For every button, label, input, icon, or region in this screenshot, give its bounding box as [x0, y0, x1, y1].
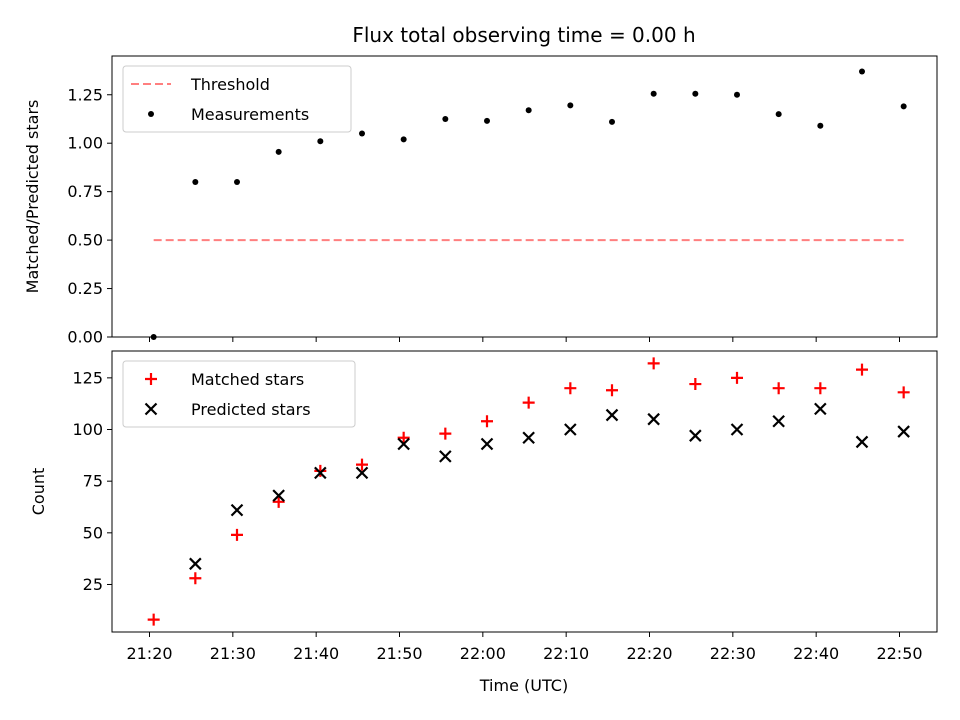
predicted-stars-point [605, 408, 619, 422]
measurements-point [442, 115, 449, 122]
measurements-point [567, 102, 574, 109]
top-panel-ratio-plot: 0.00 0.25 0.50 0.75 1.00 1.25 Matched/Predicte… [23, 55, 938, 347]
measurements-point [234, 178, 240, 185]
matched-stars-point [231, 528, 243, 541]
matched-stars-point [481, 415, 493, 428]
predicted-stars-point [689, 429, 702, 442]
measurements-point [734, 91, 740, 98]
matched-stars-point [397, 431, 410, 444]
predicted-stars-point [397, 437, 410, 451]
predicted-stars-point [314, 466, 327, 480]
measurements-point [525, 107, 532, 114]
measurements-point [484, 117, 490, 124]
predicted-stars-point [647, 412, 660, 426]
predicted-stars-point [897, 425, 910, 438]
y-axis-label: Matched/Predicted stars [23, 100, 42, 294]
predicted-stars-point [855, 435, 869, 449]
matched-stars-point [689, 378, 702, 391]
measurements-point [192, 178, 199, 185]
legend-marker-swatch [148, 111, 154, 117]
measurements-point [359, 130, 365, 137]
matched-stars-point [814, 382, 827, 395]
x-tick-label: 22:10 [543, 644, 589, 663]
predicted-stars-point [272, 489, 285, 502]
x-tick-label: 22:50 [876, 644, 922, 663]
y-tick-label: 0.25 [67, 279, 103, 298]
x-tick-label: 21:50 [376, 644, 422, 663]
y-tick-label: 0.75 [67, 182, 103, 201]
x-tick-label: 22:40 [793, 644, 839, 663]
chart-title: Flux total observing time = 0.00 h [352, 23, 695, 47]
predicted-stars-point [439, 450, 452, 463]
matched-stars-point [189, 572, 202, 585]
measurements-point [400, 136, 407, 143]
matched-stars-point [272, 495, 285, 508]
predicted-stars-point [230, 503, 244, 517]
measurements-point [650, 90, 657, 97]
y-tick-label: 0.50 [67, 231, 103, 250]
legend-marker-swatch [144, 402, 158, 416]
x-tick-label: 21:40 [293, 644, 339, 663]
x-tick-label: 21:20 [126, 644, 172, 663]
measurements-point [775, 111, 782, 118]
legend-label: Threshold [190, 75, 270, 94]
legend-label: Matched stars [191, 370, 304, 389]
matched-stars-point [647, 357, 660, 370]
measurements-point [859, 68, 865, 75]
predicted-stars-point [522, 431, 535, 445]
legend-box [122, 360, 356, 428]
legend-marker-swatch [145, 373, 157, 385]
y-tick-label: 1.00 [67, 134, 103, 153]
matched-stars-point [314, 464, 327, 477]
matched-stars-point [439, 427, 452, 440]
matched-stars-point [564, 382, 577, 395]
x-tick-label: 22:00 [460, 644, 506, 663]
y-axis-label: Count [29, 468, 48, 516]
matched-stars-point [606, 384, 618, 397]
measurements-point [817, 122, 824, 129]
plot-frame [111, 55, 938, 338]
matched-stars-point [356, 458, 368, 471]
measurements-point [317, 138, 324, 145]
predicted-stars-point [355, 466, 369, 480]
matched-stars-point [731, 371, 743, 384]
matched-stars-point [897, 386, 910, 399]
predicted-stars-point [189, 557, 202, 571]
plot-frame [111, 350, 938, 633]
matched-stars-point [522, 396, 535, 409]
predicted-stars-point [814, 402, 827, 416]
measurements-point [692, 90, 699, 97]
predicted-stars-point [730, 423, 744, 436]
legend-label: Measurements [191, 105, 309, 124]
y-tick-label: 25 [83, 575, 103, 594]
y-tick-label: 100 [72, 420, 103, 439]
measurements-point [900, 103, 907, 110]
x-tick-label: 22:20 [626, 644, 672, 663]
x-axis-label: Time (UTC) [479, 676, 568, 695]
measurements-point [275, 148, 282, 155]
predicted-stars-point [564, 423, 577, 436]
matched-stars-point [772, 382, 785, 395]
bottom-panel-count-plot: 25 50 75 100 125 21:20 21:30 21:40 21:50 22:00 22:… [29, 350, 938, 663]
measurements-point [609, 118, 615, 125]
y-tick-label: 125 [72, 368, 103, 387]
matched-stars-point [856, 363, 868, 376]
matched-stars-point [147, 613, 160, 626]
predicted-stars-point [480, 437, 494, 451]
y-tick-label: 50 [83, 523, 103, 542]
y-tick-label: 1.25 [67, 85, 103, 104]
legend-label: Predicted stars [191, 400, 311, 419]
y-tick-label: 0.00 [67, 328, 103, 347]
y-tick-label: 75 [83, 472, 103, 491]
x-tick-label: 22:30 [710, 644, 756, 663]
predicted-stars-point [772, 414, 785, 428]
legend-box [122, 65, 352, 133]
x-tick-label: 21:30 [210, 644, 256, 663]
